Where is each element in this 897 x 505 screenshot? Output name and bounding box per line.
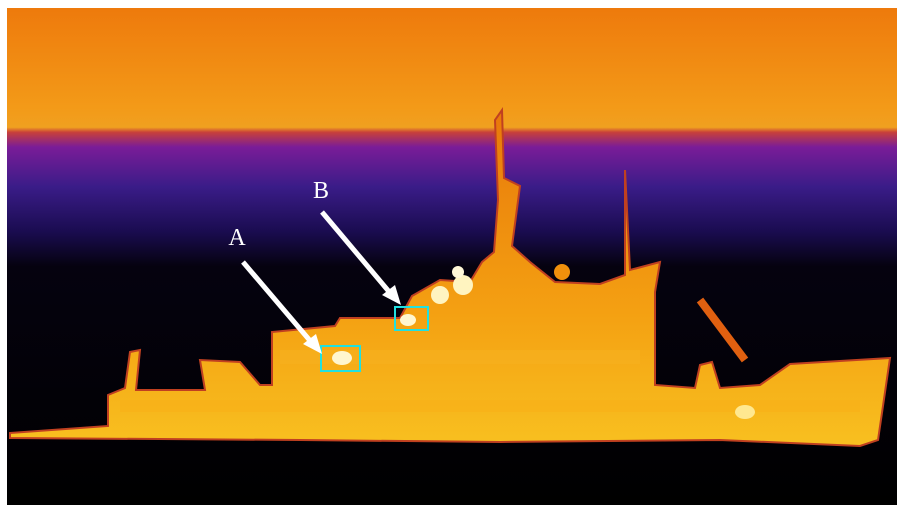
thermal-image: A B — [0, 0, 897, 505]
annotation-label: B — [313, 178, 329, 204]
annotation-label: A — [228, 225, 246, 251]
page: A B (() => { const data = JSON.parse(doc… — [0, 0, 897, 505]
